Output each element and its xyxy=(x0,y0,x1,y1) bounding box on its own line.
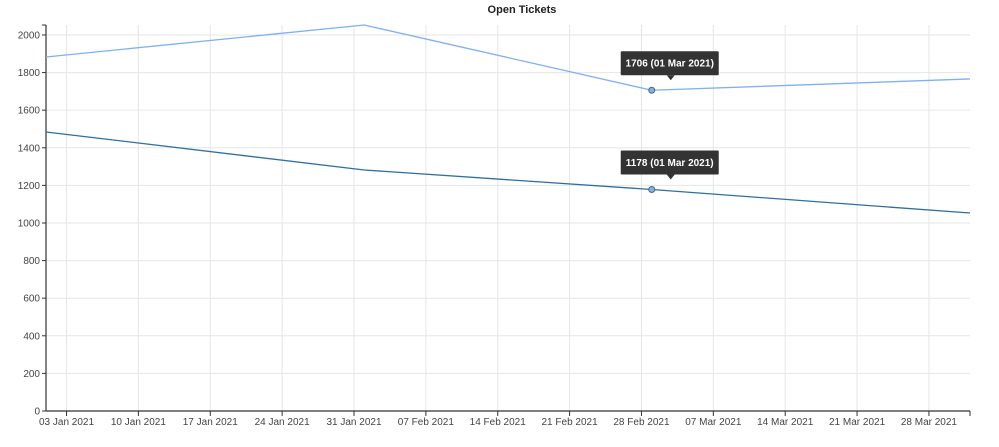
y-tick-label: 1200 xyxy=(18,181,41,192)
data-point-marker xyxy=(648,186,656,194)
y-tick-label: 1400 xyxy=(18,143,41,154)
tooltip-box xyxy=(620,150,719,175)
x-tick-label: 21 Mar 2021 xyxy=(829,417,886,428)
x-tick-label: 14 Feb 2021 xyxy=(470,417,527,428)
tooltip-text: 1178 (01 Mar 2021) xyxy=(626,158,714,169)
tooltip-pointer xyxy=(666,174,675,180)
x-tick-label: 10 Jan 2021 xyxy=(111,417,166,428)
x-tick-label: 28 Feb 2021 xyxy=(613,417,670,428)
data-point-marker xyxy=(648,86,656,94)
tooltip-text: 1706 (01 Mar 2021) xyxy=(626,59,714,70)
y-tick-label: 400 xyxy=(23,331,40,342)
tooltip-pointer xyxy=(666,75,675,81)
line-series-dark xyxy=(45,131,971,214)
y-tick-label: 800 xyxy=(23,256,40,267)
chart-title: Open Tickets xyxy=(488,4,557,16)
y-tick-label: 1800 xyxy=(18,68,41,79)
line-series-light xyxy=(45,24,971,91)
x-tick-label: 03 Jan 2021 xyxy=(39,417,94,428)
x-tick-label: 28 Mar 2021 xyxy=(901,417,958,428)
y-tick-label: 1000 xyxy=(18,218,41,229)
y-tick-label: 600 xyxy=(23,294,40,305)
y-tick-label: 0 xyxy=(34,407,40,418)
x-tick-label: 31 Jan 2021 xyxy=(326,417,381,428)
x-tick-label: 21 Feb 2021 xyxy=(542,417,599,428)
y-tick-label: 2000 xyxy=(18,30,41,41)
x-tick-label: 07 Feb 2021 xyxy=(398,417,455,428)
tooltip-box xyxy=(620,51,719,76)
x-tick-label: 07 Mar 2021 xyxy=(685,417,742,428)
x-tick-label: 24 Jan 2021 xyxy=(255,417,310,428)
y-tick-label: 1600 xyxy=(18,106,41,117)
y-tick-label: 200 xyxy=(23,369,40,380)
x-tick-label: 17 Jan 2021 xyxy=(183,417,238,428)
x-tick-label: 14 Mar 2021 xyxy=(757,417,814,428)
